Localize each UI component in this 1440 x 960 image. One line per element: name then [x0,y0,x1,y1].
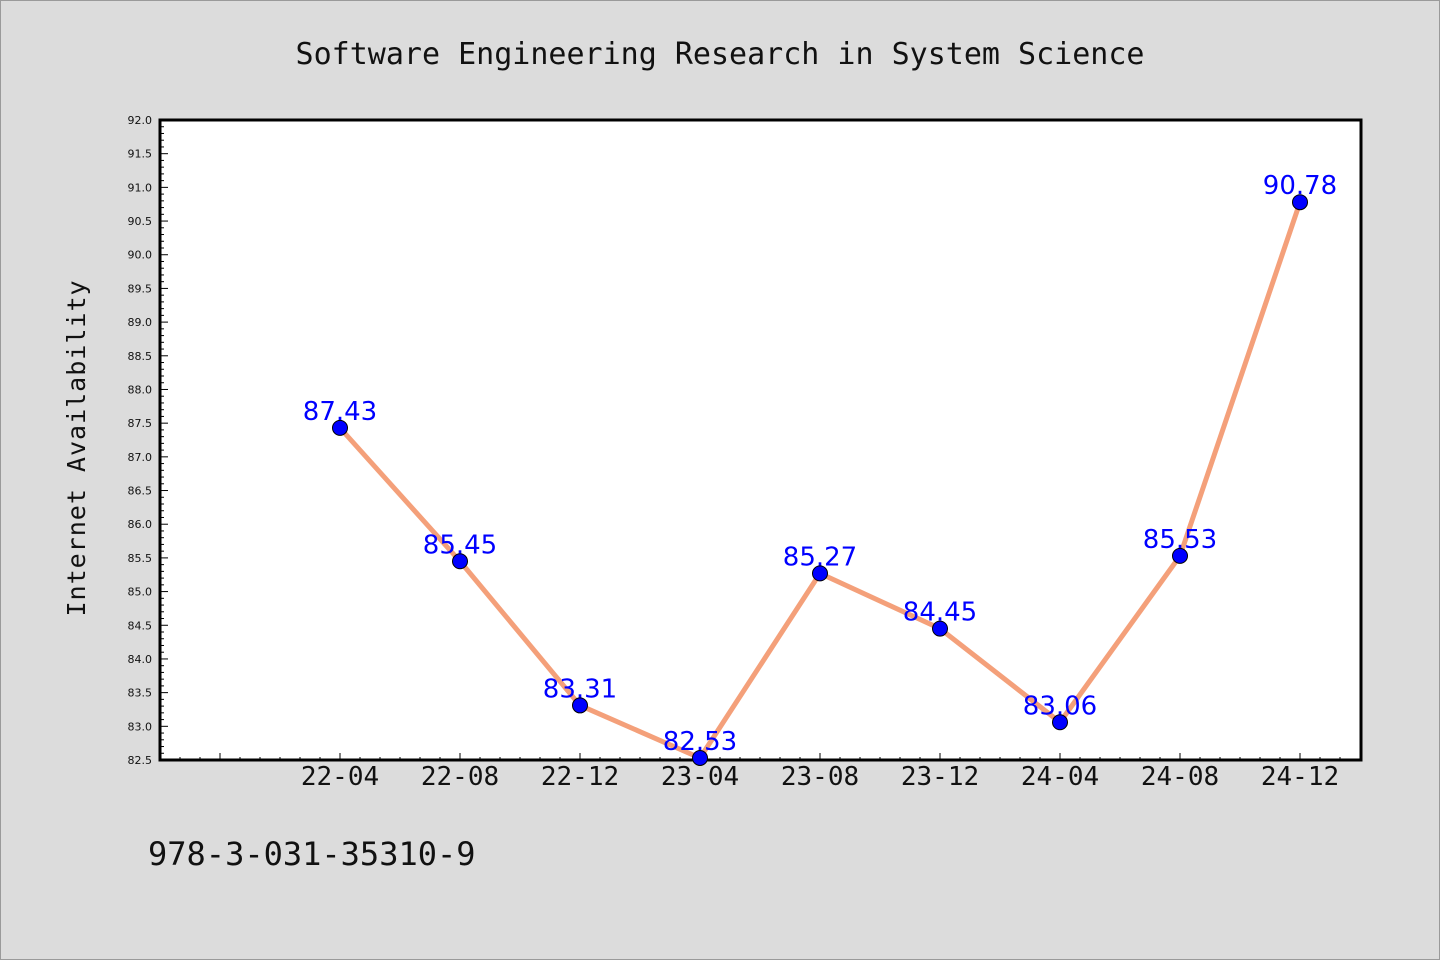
data-point [1292,194,1308,211]
y-tick-label: 87.5 [128,417,153,430]
y-tick-label: 83.0 [128,720,153,733]
y-tick-label: 86.0 [128,518,153,531]
y-tick-label: 91.0 [128,181,153,194]
data-point [1172,547,1188,564]
y-tick-label: 84.5 [128,619,153,632]
chart-title: Software Engineering Research in System … [296,37,1145,72]
x-tick-label: 22-04 [301,762,379,792]
y-tick-label: 88.5 [128,350,153,363]
x-tick-label: 23-08 [781,762,859,792]
data-point [812,565,828,582]
x-tick-label: 24-04 [1021,762,1099,792]
y-tick-label: 82.5 [128,754,153,767]
data-label: 83.06 [1023,691,1097,721]
data-labels: 87.43 85.45 83.31 82.53 85.27 84.45 83.06 85.53… [303,171,1337,757]
y-tick-label: 85.0 [128,586,153,599]
x-tick-label: 24-12 [1261,762,1339,792]
x-tick-label: 22-12 [541,762,619,792]
data-label: 83.31 [543,674,617,704]
x-tick-label: 23-12 [901,762,979,792]
data-label: 87.43 [303,397,377,427]
data-label: 90.78 [1263,171,1337,201]
y-tick-label: 90.5 [128,215,153,228]
y-tick-label: 86.5 [128,485,153,498]
y-tick-label: 83.5 [128,687,153,700]
data-label: 82.53 [663,727,737,757]
y-tick-label: 89.5 [128,282,153,295]
data-point [572,697,588,714]
y-tick-label: 85.5 [128,552,153,565]
plot-area [158,118,1363,762]
data-point [932,620,948,637]
data-point [1052,714,1068,731]
y-tick-label: 92.0 [128,114,153,127]
data-point [452,553,468,570]
x-tick-label: 24-08 [1141,762,1219,792]
y-tick-label: 89.0 [128,316,153,329]
data-point [692,749,708,766]
y-tick-label: 88.0 [128,383,153,396]
data-label: 85.45 [423,530,497,560]
data-label: 85.27 [783,542,857,572]
y-tick-label: 91.5 [128,148,153,161]
footer-isbn: 978-3-031-35310-9 [148,835,476,873]
x-tick-label: 23-04 [661,762,739,792]
y-tick-label: 90.0 [128,249,153,262]
data-label: 85.53 [1143,525,1217,555]
x-axis: 22-04 22-08 22-12 23-04 23-08 23-12 24-04 24-08… [179,753,1361,792]
y-axis: 82.5 83.0 83.5 84.0 84.5 85.0 85.5 86.0 86.5 87.0… [128,114,168,767]
data-label: 84.45 [903,598,977,628]
series-line [332,194,1308,766]
y-tick-label: 87.0 [128,451,153,464]
x-tick-label: 22-08 [421,762,499,792]
y-axis-label: Internet Availability [62,279,91,616]
y-tick-label: 84.0 [128,653,153,666]
data-point [332,419,348,436]
